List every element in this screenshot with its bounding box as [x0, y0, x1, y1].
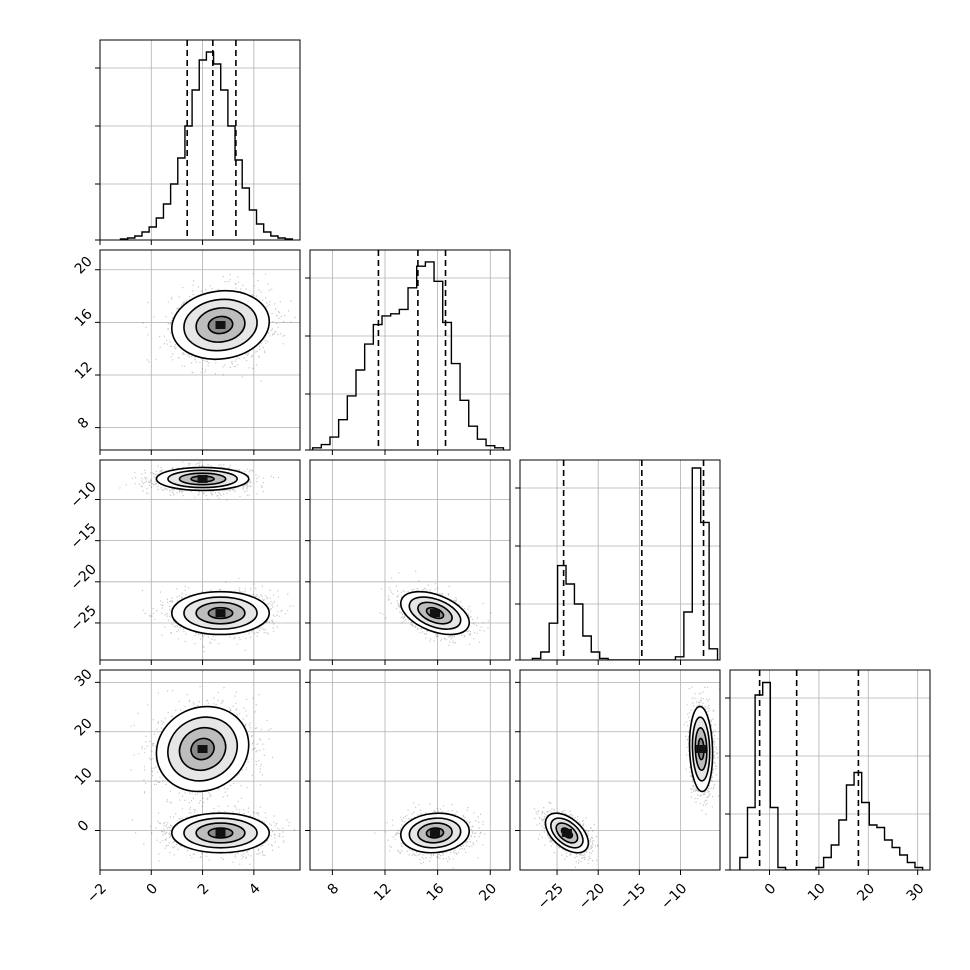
density-peak — [430, 828, 440, 837]
x-tick-label: −20 — [576, 881, 608, 913]
scatter-panel-2-1 — [86, 459, 511, 665]
scatter-panel-3-1 — [106, 669, 511, 875]
y-tick-label: 0 — [75, 817, 93, 835]
density-peak — [215, 609, 226, 618]
x-tick-label: 10 — [805, 881, 829, 905]
density-peak — [197, 745, 208, 754]
contour-level — [86, 469, 157, 488]
y-tick-label: 20 — [72, 716, 96, 740]
x-tick-label: −2 — [84, 881, 110, 907]
panel-frame — [519, 459, 721, 661]
contour-level — [110, 476, 134, 482]
y-tick-label: 20 — [72, 254, 96, 278]
panel-frame — [309, 249, 511, 451]
hist-panel-2 — [515, 459, 721, 665]
hist-panel-3 — [725, 669, 931, 875]
x-tick-label: −25 — [535, 881, 567, 913]
x-tick-label: 4 — [246, 881, 264, 899]
panel-frame — [99, 669, 301, 871]
y-tick-label: −25 — [68, 603, 100, 635]
panel-frame — [99, 39, 301, 241]
density-peak — [561, 828, 572, 837]
y-tick-label: 8 — [75, 415, 93, 433]
hist-panel-1 — [305, 249, 511, 455]
density-peak — [117, 475, 127, 483]
x-tick-label: −15 — [617, 881, 649, 913]
y-tick-label: 12 — [72, 359, 96, 383]
x-tick-label: 16 — [424, 881, 448, 905]
y-tick-label: −10 — [68, 479, 100, 511]
panel-frame — [309, 459, 511, 661]
y-tick-label: −20 — [68, 561, 100, 593]
x-tick-label: 2 — [195, 881, 213, 899]
histogram-1 — [311, 261, 505, 450]
y-tick-label: 30 — [72, 666, 96, 690]
scatter-panel-3-2 — [515, 669, 721, 875]
panel-frame — [99, 249, 301, 451]
density-peak — [430, 609, 440, 618]
x-tick-label: 12 — [371, 881, 395, 905]
scatter-panel-2-0: −25 −20 −15 −10 — [68, 459, 301, 665]
y-tick-label: −15 — [68, 520, 100, 552]
density-peak — [696, 745, 707, 754]
contour-level — [106, 734, 138, 764]
density-peak — [197, 474, 208, 483]
x-tick-label: 8 — [325, 881, 343, 899]
x-tick-label: 20 — [854, 881, 878, 905]
contour-level — [98, 473, 146, 486]
x-tick-label: 30 — [904, 881, 928, 905]
x-tick-label: −10 — [658, 881, 690, 913]
density-peak — [215, 828, 226, 837]
hist-panel-0 — [95, 39, 301, 245]
histogram-3 — [739, 681, 924, 870]
histogram-0 — [119, 51, 294, 240]
y-tick-label: 10 — [72, 765, 96, 789]
scatter-panel-1-0: 8 12 16 20 — [72, 249, 301, 455]
panel-frame — [309, 669, 511, 871]
y-tick-label: 16 — [72, 306, 96, 330]
panel-frame — [99, 459, 301, 661]
x-tick-label: 0 — [762, 881, 780, 899]
histogram-2 — [531, 467, 719, 660]
panel-frame — [519, 669, 721, 871]
x-tick-label: 20 — [476, 881, 500, 905]
density-peak — [215, 321, 226, 329]
panel-frame — [729, 669, 931, 871]
x-tick-label: 0 — [144, 881, 162, 899]
density-peak — [117, 745, 127, 753]
scatter-panel-3-0: 0 10 20 30 — [72, 666, 301, 875]
